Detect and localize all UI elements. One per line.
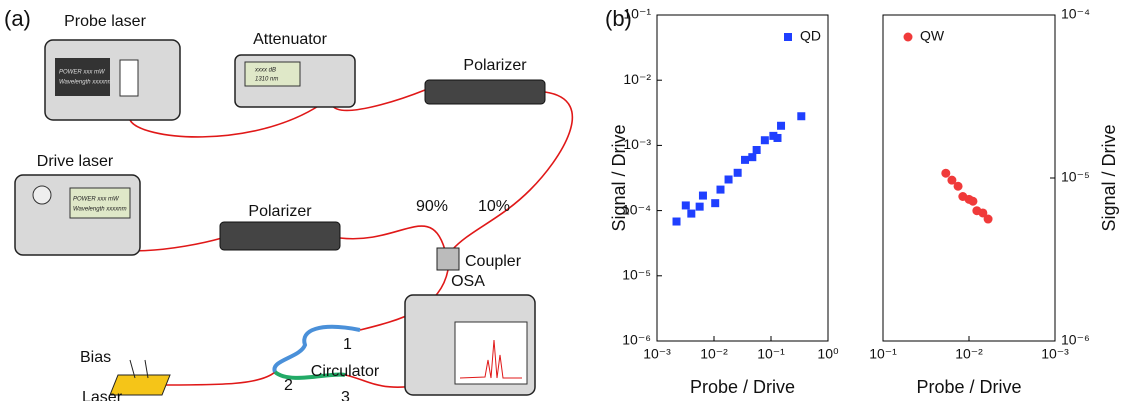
marker xyxy=(760,136,769,145)
device-text: POWER xxx mW xyxy=(59,70,106,76)
x-tick-label: 10⁻¹ xyxy=(757,346,785,362)
x-axis-label: Probe / Drive xyxy=(690,377,795,397)
label: Polarizer xyxy=(248,203,312,220)
label: Bias xyxy=(80,349,111,366)
plot-frame xyxy=(656,14,829,342)
legend-marker xyxy=(903,32,913,42)
x-axis-label: Probe / Drive xyxy=(916,377,1021,397)
fiber xyxy=(331,89,426,112)
polarizer xyxy=(424,79,546,105)
y-tick-label: 10⁻³ xyxy=(623,136,651,152)
screen xyxy=(69,187,131,219)
screen xyxy=(244,61,301,87)
x-tick-label: 10⁻³ xyxy=(1041,346,1069,362)
wire xyxy=(129,359,149,379)
fiber xyxy=(129,104,321,138)
y-tick-label: 10⁻⁶ xyxy=(1061,332,1090,348)
y-tick-label: 10⁻⁴ xyxy=(1061,6,1090,22)
marker xyxy=(769,131,778,140)
marker xyxy=(978,208,988,218)
device-text: 1310 nm xyxy=(255,77,278,83)
y-axis-label: Signal / Drive xyxy=(1099,124,1119,231)
label: 1 xyxy=(343,336,352,353)
laser-chip xyxy=(109,374,171,396)
legend-label: QD xyxy=(800,28,821,44)
label: Probe laser xyxy=(64,13,146,30)
marker xyxy=(733,168,742,177)
label: 90% xyxy=(416,198,448,215)
screen xyxy=(55,58,110,96)
label: OSA xyxy=(451,273,485,290)
label: Attenuator xyxy=(253,31,328,48)
device-text: Wavelength xxxxnm xyxy=(73,207,127,213)
marker xyxy=(777,121,786,130)
y-axis-label: Signal / Drive xyxy=(609,124,629,231)
marker xyxy=(968,196,978,206)
label: 10% xyxy=(478,198,510,215)
marker xyxy=(687,209,696,218)
marker xyxy=(748,153,757,162)
fiber xyxy=(451,91,574,251)
marker xyxy=(698,191,707,200)
marker xyxy=(983,214,993,224)
device-text: Wavelength xxxxnm xyxy=(59,80,113,86)
x-tick-label: 10⁻¹ xyxy=(869,346,897,362)
polarizer xyxy=(219,221,341,251)
y-tick-label: 10⁻⁶ xyxy=(622,332,651,348)
marker xyxy=(797,112,806,121)
marker xyxy=(711,199,720,208)
x-tick-label: 10⁰ xyxy=(817,346,839,362)
circulator-arc xyxy=(273,370,346,380)
label: 3 xyxy=(341,389,350,401)
label: Circulator xyxy=(311,363,380,380)
device-text: POWER xxx mW xyxy=(73,197,120,203)
label: Drive laser xyxy=(37,153,114,170)
fiber xyxy=(339,225,446,251)
y-tick-label: 10⁻⁴ xyxy=(622,201,651,217)
label: Coupler xyxy=(465,253,522,270)
spectrum xyxy=(459,339,522,379)
legend-marker xyxy=(784,33,792,41)
marker xyxy=(941,168,951,178)
device-text: xxxx dB xyxy=(254,68,276,74)
label: Polarizer xyxy=(463,57,527,74)
y-tick-label: 10⁻⁵ xyxy=(622,267,651,283)
marker xyxy=(724,175,733,184)
circulator-arc xyxy=(272,324,361,373)
x-tick-label: 10⁻² xyxy=(955,346,983,362)
panel-label: (b) xyxy=(605,6,632,31)
panel-label: (a) xyxy=(4,6,31,31)
x-tick-label: 10⁻² xyxy=(700,346,728,362)
marker xyxy=(672,217,681,226)
y-tick-label: 10⁻² xyxy=(623,71,651,87)
fiber xyxy=(159,371,276,386)
legend-label: QW xyxy=(920,28,945,44)
marker xyxy=(752,146,761,155)
diagram: (a) Circulator 1 2 3 POWER xxx mW Wavele… xyxy=(4,6,574,401)
marker xyxy=(681,201,690,210)
y-tick-label: 10⁻⁵ xyxy=(1061,169,1090,185)
marker xyxy=(741,155,750,164)
y-tick-label: 10⁻¹ xyxy=(623,6,651,22)
marker xyxy=(953,181,963,191)
label: 2 xyxy=(284,377,293,394)
marker xyxy=(947,175,957,185)
label: Laser xyxy=(82,389,123,401)
screen xyxy=(119,59,139,97)
coupler xyxy=(436,247,460,271)
plot-frame xyxy=(882,14,1056,342)
marker xyxy=(695,202,704,211)
marker xyxy=(716,185,725,194)
knob xyxy=(32,185,52,205)
x-tick-label: 10⁻³ xyxy=(643,346,671,362)
marker xyxy=(773,133,782,142)
